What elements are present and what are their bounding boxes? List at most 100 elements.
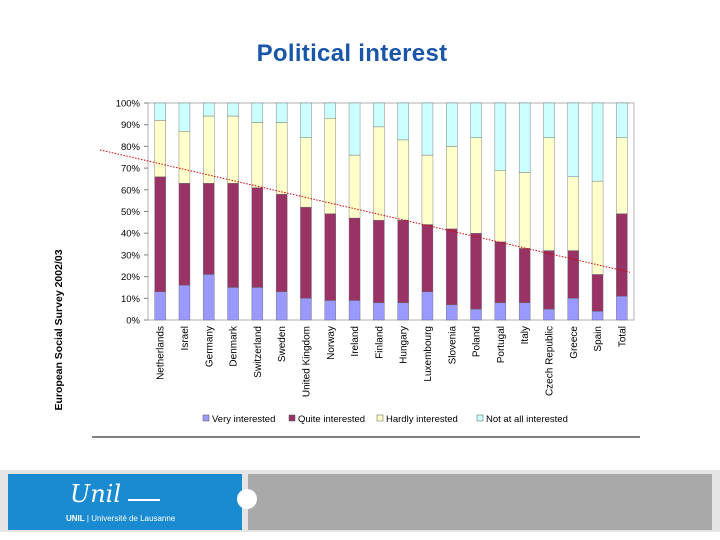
x-category-label: Sweden [277, 326, 288, 362]
bar-segment [251, 102, 264, 123]
bar-segment [470, 232, 482, 310]
bar-segment [446, 304, 458, 321]
x-category-label: Finland [374, 326, 385, 359]
bar-segment [397, 139, 409, 221]
bar-segment [275, 193, 288, 292]
bar-segment [543, 250, 555, 310]
x-category-label: Greece [569, 326, 580, 359]
bar-segment [421, 224, 434, 292]
y-tick-label: 30% [121, 250, 141, 261]
bar-segment [324, 117, 336, 214]
legend-label: Very interested [212, 414, 275, 425]
bar-segment [397, 102, 409, 141]
bar-segment [470, 137, 482, 234]
x-category-label: United Kingdom [301, 326, 312, 397]
unil-logo-script: Unil [70, 480, 122, 508]
legend-swatch [376, 414, 384, 422]
legend-label: Quite interested [298, 414, 365, 425]
bar-segment [324, 300, 336, 321]
x-category-label: Spain [593, 326, 604, 352]
bar-segment [227, 115, 239, 184]
bar-segment [348, 300, 361, 321]
legend-label: Not at all interested [486, 414, 568, 425]
bar-segment [494, 302, 507, 321]
bar-segment [300, 206, 312, 299]
x-category-label: Ireland [350, 326, 361, 357]
bar-segment [154, 120, 166, 177]
bar-segment [567, 298, 579, 321]
bar-segment [446, 102, 458, 147]
bar-segment [518, 302, 531, 321]
logo-caption-rest: | Université de Lausanne [84, 514, 176, 523]
footer-logo-panel [8, 474, 242, 530]
bar-segment [203, 115, 215, 184]
unil-logo-underline [128, 499, 160, 501]
y-tick-label: 10% [121, 294, 141, 305]
bar-segment [275, 122, 288, 195]
bar-segment [178, 131, 191, 184]
bar-segment [178, 183, 191, 286]
bar-segment [397, 302, 409, 321]
y-tick-label: 0% [126, 316, 140, 327]
side-axis-label: European Social Survey 2002/03 [53, 249, 65, 410]
bar-segment [616, 137, 628, 214]
bar-segment [203, 274, 215, 321]
bar-segment [324, 102, 336, 119]
bar-segment [616, 213, 628, 297]
x-category-label: Hungary [399, 326, 410, 364]
x-category-label: Switzerland [253, 326, 264, 378]
plot-area [147, 102, 635, 321]
bar-segment [373, 302, 385, 321]
x-category-label: Luxembourg [423, 326, 434, 382]
footer-gray-panel [248, 474, 712, 530]
bar-segment [227, 102, 239, 117]
bar-segment [373, 102, 385, 128]
bar-segment [324, 213, 336, 301]
x-category-label: Total [617, 326, 628, 347]
bar-segment [421, 291, 434, 321]
footer-divider-dot [237, 489, 257, 509]
chart-area: 0% 10% 20% 30% 40% 50% 60% 70% 80% 90% 100% Nether… [53, 99, 640, 438]
bar-segment [518, 102, 531, 173]
logo-caption-bold: UNIL [66, 514, 85, 523]
x-category-label: Israel [180, 326, 191, 350]
x-category-label: Denmark [229, 325, 240, 367]
bar-segment [494, 102, 507, 171]
bar-segment [543, 137, 555, 251]
x-category-label: Germany [204, 326, 215, 367]
x-category-label: Netherlands [156, 326, 167, 380]
bar-segment [178, 285, 191, 321]
bar-segment [518, 172, 531, 249]
unil-logo-caption: UNIL | Université de Lausanne [66, 514, 175, 523]
y-tick-label: 90% [121, 120, 141, 131]
bar-segment [154, 291, 166, 321]
bar-segment [567, 176, 579, 251]
bar-segment [348, 217, 361, 301]
bar-segment [203, 183, 215, 275]
bar-segment [251, 287, 264, 321]
bar-segment [300, 298, 312, 321]
bar-segment [518, 248, 531, 303]
x-category-label: Slovenia [447, 326, 458, 365]
bar-segment [616, 102, 628, 138]
y-tick-label: 80% [121, 142, 141, 153]
bar-segment [203, 102, 215, 117]
bar-segment [591, 311, 604, 321]
bar-segment [397, 219, 409, 303]
bar-segment [494, 241, 507, 303]
trend-line [99, 149, 631, 273]
bar-segment [470, 308, 482, 321]
bar-segment [154, 176, 166, 292]
legend-swatch [202, 414, 210, 422]
bar-segment [373, 219, 385, 303]
bar-segment [543, 308, 555, 321]
bar-segment [275, 291, 288, 321]
bar-segment [421, 154, 434, 225]
bar-segment [567, 250, 579, 299]
stacked-bar-chart: 0% 10% 20% 30% 40% 50% 60% 70% 80% 90% 100% Nether… [53, 99, 640, 438]
bar-segment [178, 102, 191, 132]
bar-segment [300, 102, 312, 138]
bar-segment [567, 102, 579, 177]
y-tick-label: 40% [121, 229, 141, 240]
bar-segment [591, 102, 604, 182]
